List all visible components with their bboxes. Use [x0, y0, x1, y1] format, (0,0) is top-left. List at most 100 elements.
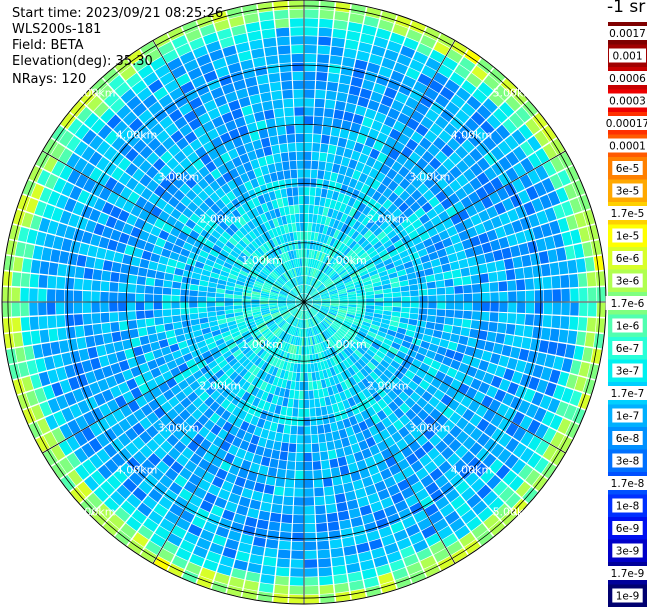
ppi-gate: [327, 284, 336, 290]
ppi-gate: [280, 188, 288, 198]
ppi-gate: [393, 62, 408, 75]
ppi-gate: [519, 415, 533, 430]
ppi-gate: [306, 319, 310, 328]
azimuth-spoke: [42, 301, 305, 454]
ppi-gate: [260, 303, 269, 307]
ppi-gate: [442, 419, 456, 432]
ppi-gate: [215, 394, 226, 405]
ppi-gate: [235, 364, 245, 374]
ppi-gate: [127, 400, 140, 413]
ppi-gate: [135, 395, 148, 408]
ppi-gate: [311, 345, 315, 355]
ppi-gate: [445, 245, 456, 255]
ppi-gate: [246, 277, 256, 283]
ppi-gate: [304, 577, 319, 586]
ppi-gate: [535, 423, 549, 439]
ppi-gate: [345, 283, 355, 289]
ppi-gate: [364, 136, 376, 148]
ppi-gate: [9, 224, 21, 241]
ppi-gate: [218, 488, 231, 501]
ppi-gate: [192, 224, 204, 234]
ppi-gate: [401, 291, 410, 297]
ppi-gate: [309, 308, 315, 316]
ppi-gate: [48, 262, 59, 276]
ppi-gate: [15, 241, 26, 257]
ppi-gate: [509, 112, 524, 129]
ppi-gate: [141, 131, 155, 145]
ppi-gate: [285, 324, 291, 333]
ppi-gate: [309, 288, 316, 296]
ppi-gate: [357, 304, 366, 309]
ppi-gate: [154, 525, 171, 540]
ppi-gate: [308, 328, 312, 337]
ppi-gate: [573, 345, 585, 361]
ppi-gate: [336, 383, 344, 393]
ppi-gate: [159, 116, 174, 130]
ppi-gate: [307, 309, 312, 318]
ppi-gate: [191, 246, 201, 255]
ppi-gate: [210, 168, 222, 180]
ppi-gate: [286, 134, 296, 143]
ppi-gate: [129, 472, 144, 486]
ppi-gate: [297, 285, 301, 294]
ppi-gate: [360, 409, 371, 421]
ppi-gate: [165, 468, 179, 481]
ppi-gate: [299, 310, 303, 319]
ppi-gate: [354, 349, 363, 358]
ppi-gate: [38, 371, 51, 387]
ppi-gate: [391, 161, 403, 173]
ppi-gate: [299, 204, 304, 214]
ppi-gate: [57, 263, 68, 277]
ppi-gate: [473, 348, 484, 359]
ppi-gate: [366, 302, 375, 306]
ppi-gate: [318, 206, 324, 216]
ppi-gate: [455, 445, 469, 459]
ppi-gate: [260, 92, 272, 103]
ppi-gate: [174, 95, 189, 108]
ppi-gate: [361, 24, 377, 36]
ppi-gate: [83, 324, 94, 337]
ppi-gate: [114, 219, 126, 232]
ppi-gate: [135, 293, 145, 302]
ppi-gate: [266, 262, 275, 271]
ppi-gate: [227, 413, 238, 425]
ppi-gate: [471, 523, 488, 539]
ppi-gate: [205, 385, 216, 396]
ppi-gate: [330, 303, 339, 306]
ppi-gate: [162, 309, 172, 317]
ppi-gate: [256, 260, 265, 269]
ppi-gate: [306, 355, 311, 364]
ppi-gate: [180, 346, 191, 356]
ppi-gate: [515, 360, 527, 373]
ppi-gate: [462, 218, 474, 230]
ppi-gate: [70, 487, 86, 504]
ppi-gate: [101, 322, 111, 334]
colorbar-label-bg: [612, 318, 643, 333]
ppi-gate: [324, 396, 332, 406]
ppi-gate: [163, 203, 175, 215]
ppi-gate: [226, 391, 236, 402]
ppi-gate: [336, 501, 348, 512]
ppi-gate: [427, 227, 438, 238]
ppi-gate: [302, 328, 304, 337]
ppi-gate: [182, 207, 194, 219]
ppi-gate: [280, 253, 286, 263]
ppi-gate: [377, 488, 390, 501]
ppi-gate: [535, 238, 547, 252]
ppi-gate: [364, 287, 374, 293]
ppi-gate: [263, 420, 272, 431]
field-label: Field: BETA: [12, 38, 84, 53]
ppi-gate: [168, 447, 181, 460]
ppi-gate: [283, 272, 290, 281]
ppi-gate: [304, 328, 306, 337]
ppi-gate: [357, 96, 370, 108]
ppi-gate: [333, 229, 340, 239]
ppi-gate: [267, 163, 276, 174]
ppi-gate: [305, 337, 309, 346]
ppi-gate: [307, 372, 313, 382]
ppi-gate: [198, 166, 210, 178]
ppi-gate: [532, 364, 544, 379]
colorbar-label-bg: [605, 296, 647, 310]
ppi-gate: [390, 521, 405, 534]
